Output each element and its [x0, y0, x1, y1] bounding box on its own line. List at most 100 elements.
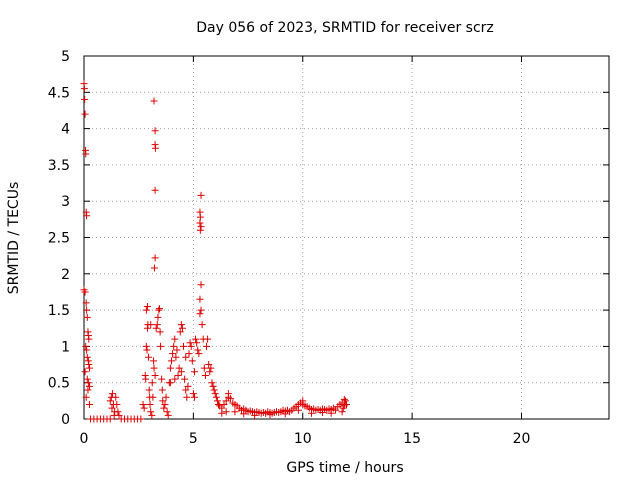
data-point [113, 400, 121, 408]
data-point [218, 409, 226, 417]
data-point [163, 408, 171, 416]
data-point [108, 390, 116, 398]
data-point [198, 321, 206, 329]
data-point [327, 409, 335, 417]
data-point [150, 357, 158, 365]
data-point [185, 350, 193, 358]
y-tick-label: 2 [61, 267, 70, 283]
y-tick-label: 4 [61, 122, 70, 138]
data-point [210, 386, 218, 394]
data-point [190, 368, 198, 376]
data-point [143, 302, 151, 310]
data-point [281, 410, 289, 418]
data-point [193, 339, 201, 347]
data-point [81, 110, 89, 118]
data-point [166, 379, 174, 387]
data-point [158, 375, 166, 383]
data-point [114, 408, 122, 416]
data-point [196, 295, 204, 303]
data-point [340, 395, 348, 403]
data-point [151, 254, 159, 262]
data-point [308, 409, 315, 417]
data-point [142, 306, 150, 314]
data-point [203, 342, 210, 350]
data-point [142, 375, 150, 383]
y-tick-label: 3.5 [48, 158, 70, 174]
data-point [82, 342, 90, 350]
data-point [195, 350, 203, 358]
data-point [157, 342, 165, 350]
data-point [159, 397, 167, 405]
data-point [181, 375, 189, 383]
data-point [83, 313, 91, 321]
data-point [205, 361, 213, 369]
data-point [81, 288, 89, 296]
data-point [197, 191, 205, 199]
data-point [299, 397, 307, 405]
data-point [231, 408, 239, 416]
data-point [146, 400, 154, 408]
data-point [240, 410, 248, 418]
data-point [151, 371, 159, 379]
data-point [83, 212, 91, 220]
data-point [220, 400, 228, 408]
plot-frame [83, 55, 610, 420]
y-tick-label: 3 [61, 194, 70, 210]
data-point [222, 397, 230, 405]
data-points [80, 80, 350, 423]
data-point [137, 415, 145, 423]
x-axis-label: GPS time / hours [286, 460, 403, 476]
data-point [85, 400, 93, 408]
y-axis-label: SRMTID / TECUs [6, 182, 22, 295]
data-point [152, 324, 160, 332]
data-point [197, 306, 205, 314]
data-point [196, 310, 204, 318]
x-tick-label: 10 [294, 431, 312, 447]
data-point [204, 335, 212, 343]
chart-title: Day 056 of 2023, SRMTID for receiver scr… [196, 20, 494, 36]
data-point [158, 386, 166, 394]
data-point [85, 361, 93, 369]
data-point [169, 350, 177, 358]
data-point [82, 393, 90, 401]
data-point [112, 393, 120, 401]
data-point [82, 150, 90, 158]
x-tick-label: 5 [189, 431, 198, 447]
data-point [171, 335, 179, 343]
y-tick-label: 1 [61, 339, 70, 355]
data-point [140, 404, 148, 412]
data-point [139, 400, 147, 408]
data-point [84, 386, 92, 394]
data-point [145, 353, 153, 361]
data-point [168, 357, 175, 365]
data-point [213, 397, 221, 405]
data-point [145, 386, 153, 394]
data-point [83, 346, 91, 354]
data-point [150, 264, 158, 272]
data-point [80, 85, 88, 93]
data-point [201, 371, 209, 379]
data-point [332, 406, 340, 414]
data-point [152, 144, 160, 152]
x-tick-label: 20 [513, 431, 531, 447]
data-point [211, 390, 219, 398]
data-point [186, 339, 194, 347]
data-point [106, 415, 114, 423]
data-point [197, 281, 205, 289]
data-point [227, 395, 235, 403]
data-point [171, 375, 179, 383]
y-tick-label: 2.5 [48, 231, 70, 247]
data-point [174, 371, 182, 379]
data-point [200, 364, 208, 372]
data-point [147, 321, 155, 329]
data-point [108, 404, 116, 412]
axis-ticks: 0 0.5 1 1.5 2 2.5 3 3.5 4 4.5 5 0 5 10 15 20 [48, 49, 609, 447]
data-point [338, 408, 346, 416]
data-point [162, 393, 170, 401]
data-point [178, 324, 186, 332]
data-point [106, 397, 114, 405]
data-point [149, 393, 157, 401]
data-point [175, 364, 183, 372]
data-point [209, 382, 217, 390]
y-tick-label: 0 [61, 412, 70, 428]
